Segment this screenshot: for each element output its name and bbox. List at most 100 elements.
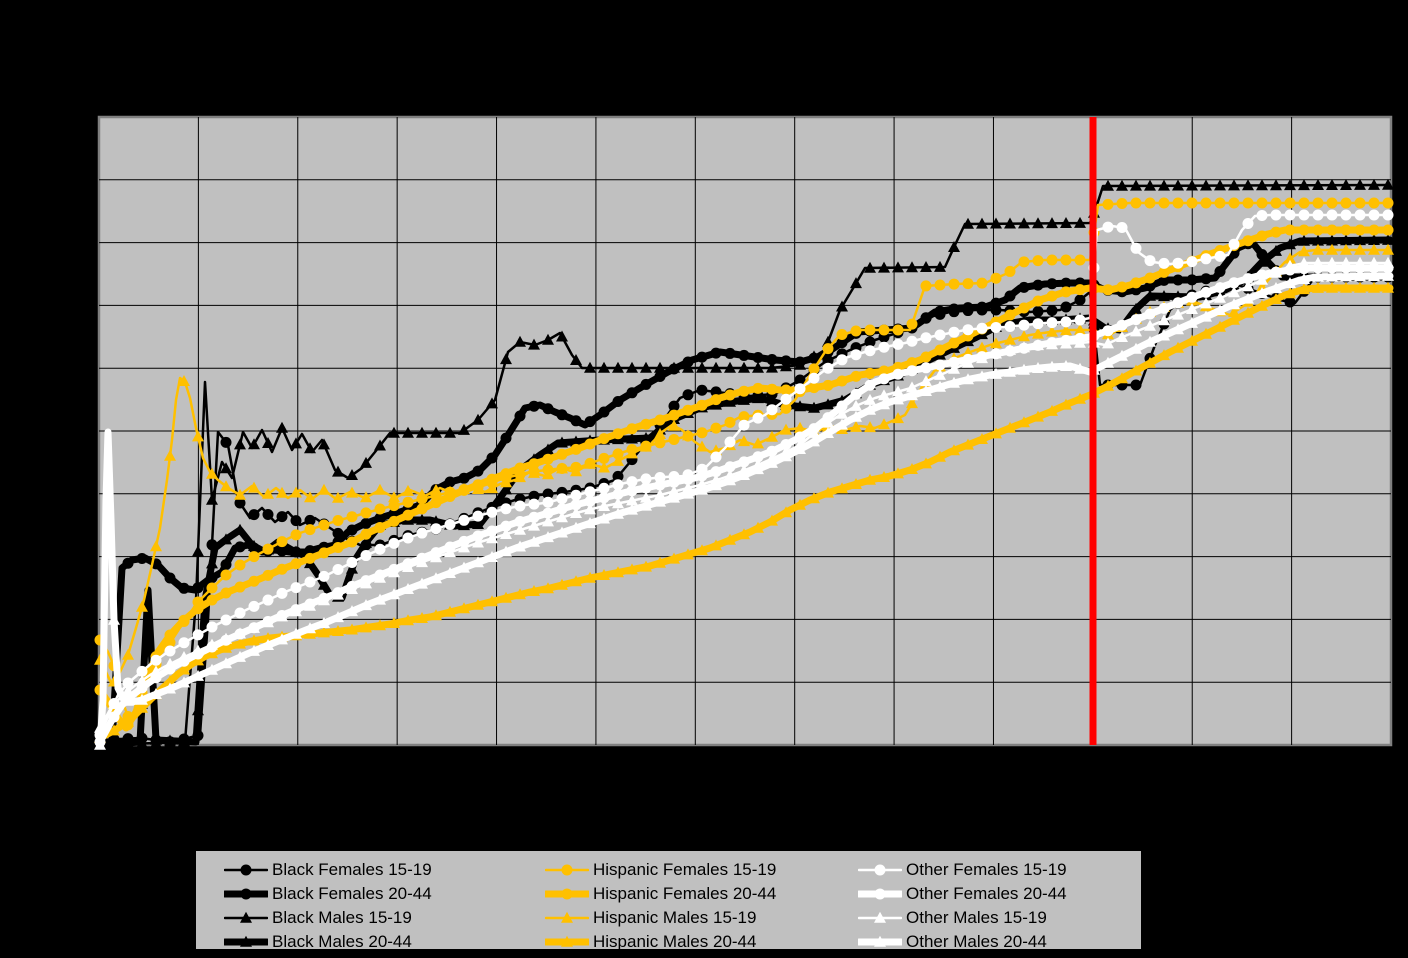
data-point-marker <box>808 435 820 447</box>
data-point-marker <box>1060 316 1072 328</box>
data-point-marker <box>402 614 414 626</box>
data-point-marker <box>122 557 134 569</box>
data-point-marker <box>1298 197 1310 209</box>
data-point-marker <box>192 582 204 594</box>
data-point-marker <box>1004 333 1016 345</box>
data-point-marker <box>1130 179 1142 191</box>
data-point-marker <box>304 442 316 454</box>
data-point-marker <box>486 482 498 494</box>
data-point-marker <box>1214 291 1226 303</box>
data-point-marker <box>892 261 904 273</box>
data-point-marker <box>500 528 512 539</box>
data-point-marker <box>934 329 946 341</box>
data-point-marker <box>962 302 974 314</box>
data-point-marker <box>430 572 442 584</box>
data-point-marker <box>472 556 484 568</box>
data-point-marker <box>1256 210 1268 222</box>
data-point-marker <box>682 389 694 401</box>
data-point-marker <box>500 545 512 557</box>
series-markers-other-females-15-19 <box>94 209 1394 741</box>
data-point-marker <box>864 473 876 485</box>
data-point-marker <box>836 418 848 430</box>
data-point-marker <box>724 389 736 401</box>
data-point-marker <box>1102 284 1114 296</box>
data-point-marker <box>1186 197 1198 209</box>
data-point-marker <box>1130 302 1142 314</box>
data-point-marker <box>444 519 456 530</box>
data-point-marker <box>1214 320 1226 332</box>
data-point-marker <box>486 525 498 537</box>
data-point-marker <box>472 510 484 522</box>
data-point-marker <box>220 569 232 581</box>
data-point-marker <box>556 526 568 538</box>
data-point-marker <box>192 654 204 666</box>
data-point-marker <box>1228 286 1240 298</box>
legend-swatch-icon <box>858 935 902 947</box>
data-point-marker <box>556 511 568 523</box>
data-point-marker <box>878 471 890 482</box>
data-point-marker <box>906 381 918 393</box>
data-point-marker <box>220 632 232 644</box>
data-point-marker <box>108 711 120 723</box>
data-point-marker <box>654 556 666 568</box>
data-point-marker <box>1074 314 1086 326</box>
data-point-marker <box>850 277 862 289</box>
data-point-marker <box>402 426 414 438</box>
data-point-marker <box>626 563 638 575</box>
data-point-marker <box>654 437 666 449</box>
data-point-marker <box>1382 209 1394 221</box>
data-point-marker <box>682 404 694 416</box>
data-point-marker <box>528 466 540 478</box>
data-point-marker <box>1382 197 1394 209</box>
data-point-marker <box>1032 279 1044 291</box>
legend-item-hispanic-males-15-19: Hispanic Males 15-19 <box>545 906 776 930</box>
data-point-marker <box>486 397 498 409</box>
data-point-marker <box>220 641 232 653</box>
data-point-marker <box>920 261 932 273</box>
data-point-marker <box>892 385 904 397</box>
data-point-marker <box>1340 243 1352 255</box>
data-point-marker <box>934 368 946 380</box>
data-point-marker <box>1102 325 1114 337</box>
data-point-marker <box>458 541 470 553</box>
data-point-marker <box>1032 217 1044 229</box>
data-point-marker <box>430 483 442 495</box>
data-point-marker <box>752 361 764 373</box>
data-point-marker <box>1018 330 1030 342</box>
data-point-marker <box>738 419 750 431</box>
data-point-marker <box>598 492 610 504</box>
data-point-marker <box>1004 217 1016 229</box>
data-point-marker <box>1130 197 1142 209</box>
data-point-marker <box>206 621 218 633</box>
legend-column: Black Females 15-19 Black Females 20-44 Bl… <box>224 858 432 954</box>
data-point-marker <box>164 682 176 694</box>
data-point-marker <box>864 261 876 273</box>
data-point-marker <box>374 503 386 515</box>
data-point-marker <box>1032 362 1044 373</box>
data-point-marker <box>612 479 624 491</box>
data-point-marker <box>1172 197 1184 209</box>
data-point-marker <box>948 362 960 374</box>
data-point-marker <box>528 498 540 510</box>
data-point-marker <box>668 476 680 488</box>
data-point-marker <box>262 487 274 499</box>
data-point-marker <box>808 401 820 413</box>
data-point-marker <box>1130 314 1142 326</box>
data-point-marker <box>962 278 974 290</box>
data-point-marker <box>598 461 610 473</box>
data-point-marker <box>724 416 736 428</box>
data-point-marker <box>304 622 316 634</box>
data-point-marker <box>1354 234 1366 246</box>
data-point-marker <box>360 528 372 540</box>
data-point-marker <box>136 693 148 705</box>
data-point-marker <box>108 697 120 709</box>
data-point-marker <box>892 393 904 405</box>
data-point-marker <box>1004 365 1016 377</box>
data-point-marker <box>710 466 722 478</box>
data-point-marker <box>920 312 932 324</box>
data-point-marker <box>920 457 932 469</box>
data-point-marker <box>724 461 736 473</box>
legend-column: Other Females 15-19 Other Females 20-44 Ot… <box>858 858 1067 954</box>
